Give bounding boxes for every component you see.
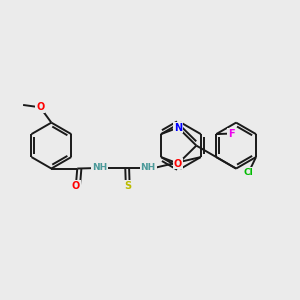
Text: F: F: [228, 128, 235, 139]
Text: NH: NH: [141, 164, 156, 172]
Text: O: O: [174, 158, 182, 169]
Text: O: O: [36, 102, 44, 112]
Text: O: O: [72, 181, 80, 191]
Text: S: S: [124, 181, 131, 191]
Text: NH: NH: [92, 164, 107, 172]
Text: Cl: Cl: [244, 168, 254, 177]
Text: N: N: [174, 123, 182, 133]
